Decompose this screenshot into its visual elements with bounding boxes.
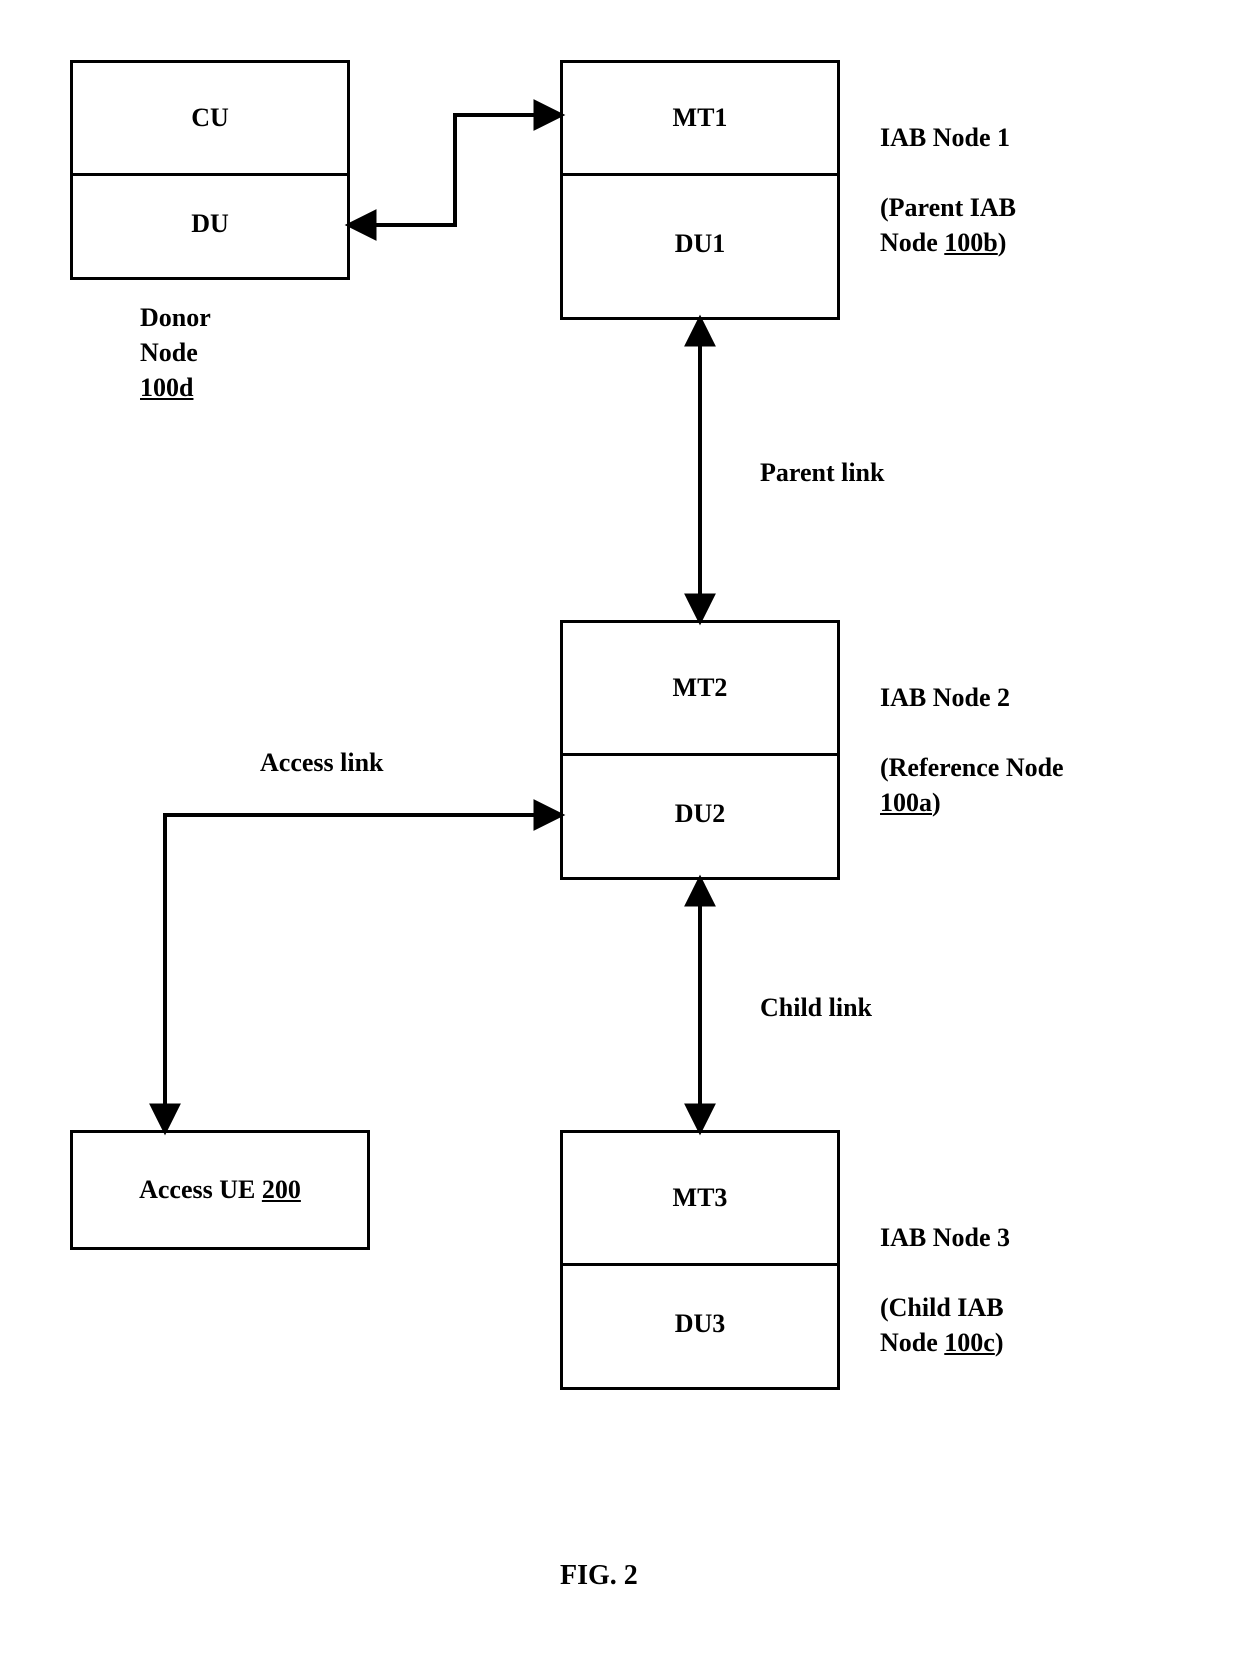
access-ue-ref: 200 bbox=[262, 1175, 301, 1204]
iab-node-1: MT1 DU1 bbox=[560, 60, 840, 320]
access-ue-prefix: Access UE bbox=[139, 1175, 262, 1204]
access-link-label: Access link bbox=[260, 745, 384, 780]
iab1-du1: DU1 bbox=[563, 170, 837, 317]
figure-caption: FIG. 2 bbox=[560, 1560, 638, 1592]
iab2-mt2: MT2 bbox=[563, 623, 837, 753]
iab2-caption: IAB Node 2 (Reference Node100a) bbox=[880, 680, 1064, 820]
iab-node-2: MT2 DU2 bbox=[560, 620, 840, 880]
iab-node-3: MT3 DU3 bbox=[560, 1130, 840, 1390]
iab3-du3: DU3 bbox=[563, 1260, 837, 1387]
iab1-mt1: MT1 bbox=[563, 63, 837, 173]
iab2-du2: DU2 bbox=[563, 750, 837, 877]
access-ue-label: Access UE 200 bbox=[139, 1175, 301, 1205]
diagram-canvas: CU DU MT1 DU1 MT2 DU2 MT3 DU3 Access UE … bbox=[0, 0, 1240, 1657]
iab3-caption: IAB Node 3 (Child IABNode 100c) bbox=[880, 1220, 1010, 1360]
donor-node-cu: CU bbox=[73, 63, 347, 173]
donor-node-du: DU bbox=[73, 170, 347, 277]
iab3-mt3: MT3 bbox=[563, 1133, 837, 1263]
donor-caption: DonorNode100d bbox=[140, 300, 211, 405]
parent-link-label: Parent link bbox=[760, 455, 884, 490]
donor-node: CU DU bbox=[70, 60, 350, 280]
child-link-label: Child link bbox=[760, 990, 872, 1025]
access-ue-node: Access UE 200 bbox=[70, 1130, 370, 1250]
iab1-caption: IAB Node 1 (Parent IABNode 100b) bbox=[880, 120, 1016, 260]
